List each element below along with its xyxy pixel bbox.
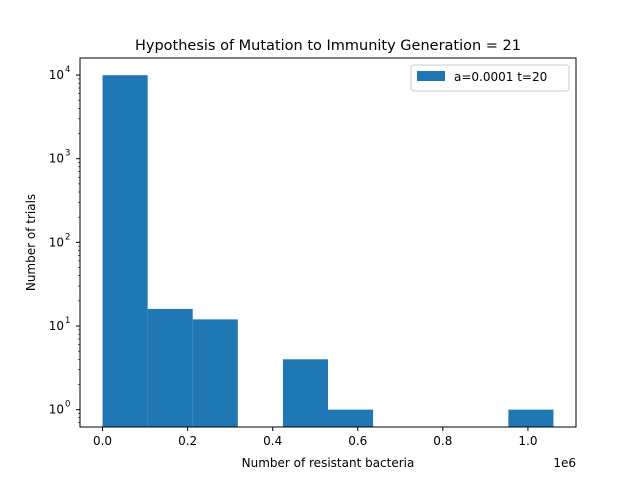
x-axis-ticks: 0.0 0.2 0.4 0.6 0.8 1.0	[93, 427, 537, 448]
histogram-bar	[192, 319, 238, 427]
histogram-bar	[102, 75, 148, 427]
y-tick-label-exponent: 3	[65, 149, 70, 159]
x-axis-label: Number of resistant bacteria	[242, 456, 415, 470]
histogram-bar	[282, 359, 328, 427]
y-tick-label-exponent: 0	[65, 400, 70, 410]
histogram-bars	[102, 75, 554, 427]
x-tick-label: 0.2	[178, 434, 197, 448]
y-tick-label: 10	[49, 235, 64, 249]
legend-swatch	[417, 71, 445, 81]
histogram-bar	[328, 409, 374, 427]
x-tick-label: 1.0	[518, 434, 537, 448]
legend-box	[410, 64, 570, 92]
chart-title: Hypothesis of Mutation to Immunity Gener…	[135, 38, 521, 54]
histogram-bar	[508, 409, 554, 427]
histogram-bar	[147, 308, 193, 427]
legend-label: a=0.0001 t=20	[454, 70, 547, 84]
x-tick-label: 0.6	[348, 434, 367, 448]
y-tick-label: 10	[49, 319, 64, 333]
y-tick-label: 10	[49, 152, 64, 166]
x-tick-label: 0.8	[433, 434, 452, 448]
x-tick-label: 0.4	[263, 434, 282, 448]
y-tick-label-exponent: 2	[65, 232, 70, 242]
x-tick-label: 0.0	[93, 434, 112, 448]
plot-area-frame	[79, 57, 577, 428]
x-axis-offset-label: 1e6	[553, 456, 576, 470]
y-tick-label: 10	[49, 403, 64, 417]
y-tick-label: 10	[49, 68, 64, 82]
y-axis-label: Number of trials	[24, 194, 38, 291]
legend: a=0.0001 t=20	[410, 64, 570, 92]
y-tick-label-exponent: 1	[65, 316, 70, 326]
y-tick-label-exponent: 4	[65, 65, 70, 75]
